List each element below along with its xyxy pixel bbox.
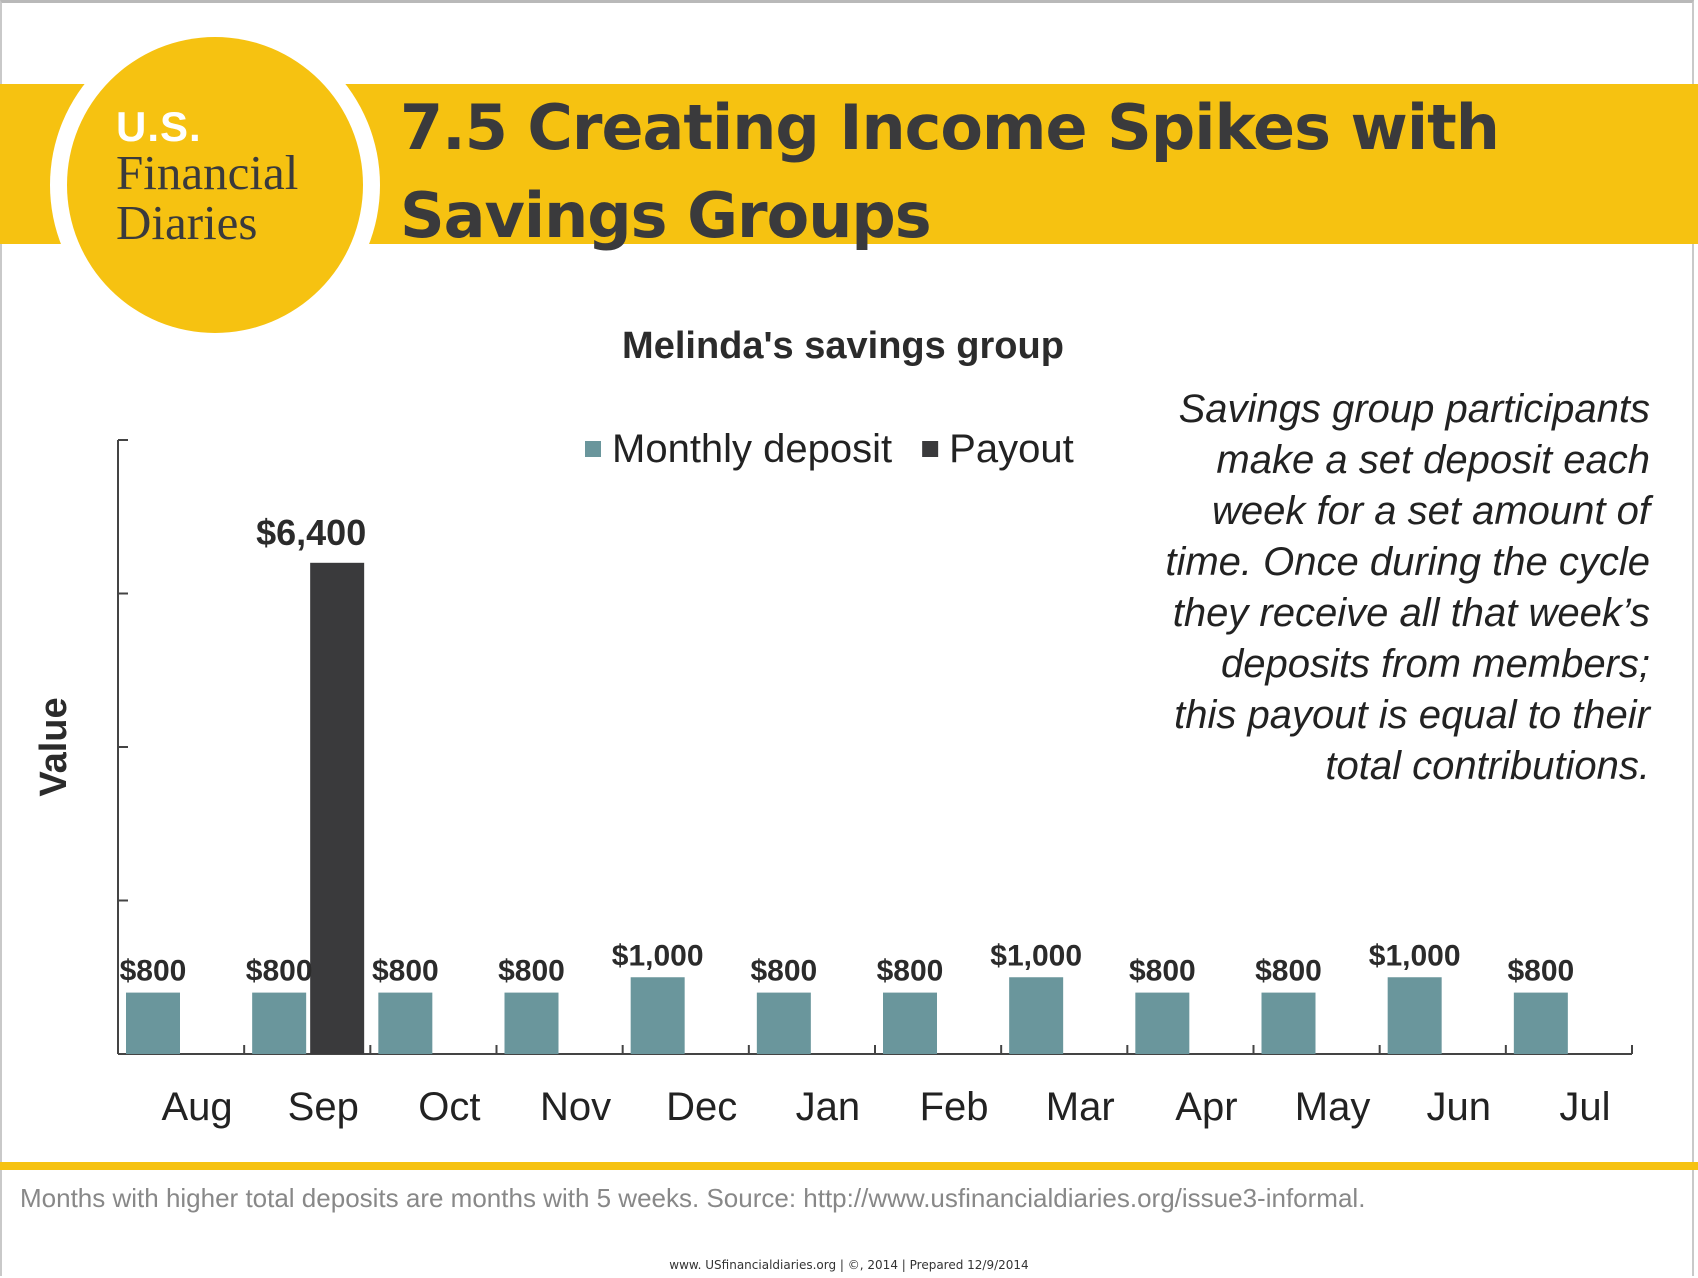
- deposit-bar-feb: [883, 992, 937, 1054]
- x-tick-label-aug: Aug: [161, 1085, 232, 1129]
- deposit-label-mar: $1,000: [990, 939, 1082, 972]
- deposit-bar-oct: [378, 992, 433, 1054]
- logo-name-text: Financial Diaries: [116, 145, 299, 250]
- footer: www. USfinancialdiaries.org | ©, 2014 | …: [669, 1258, 1029, 1272]
- deposit-label-jul: $800: [1507, 955, 1574, 988]
- deposit-bar-mar: [1009, 977, 1064, 1054]
- deposit-bar-apr: [1135, 992, 1190, 1054]
- deposit-label-oct: $800: [372, 955, 439, 988]
- footnote: Months with higher total deposits are mo…: [20, 1183, 1366, 1213]
- deposit-label-apr: $800: [1129, 955, 1196, 988]
- deposit-bar-jul: [1513, 992, 1568, 1054]
- deposit-label-jan: $800: [750, 955, 817, 988]
- logo: [67, 37, 363, 333]
- x-tick-label-jun: Jun: [1427, 1085, 1492, 1129]
- side-note: Savings group participants make a set de…: [1165, 387, 1650, 788]
- deposit-bar-aug: [126, 992, 180, 1054]
- deposit-label-nov: $800: [498, 955, 565, 988]
- axes: [117, 439, 1633, 1055]
- deposit-label-dec: $1,000: [612, 939, 704, 972]
- x-tick-labels: Aug Sep Oct Nov Dec Jan Feb Mar Apr May Jun Jul: [161, 1085, 1610, 1129]
- deposit-label-sep: $800: [246, 955, 313, 988]
- logo-us-text: U.S.: [116, 103, 202, 150]
- x-tick-label-may: May: [1295, 1085, 1371, 1129]
- legend-label-payout: Payout: [949, 427, 1074, 471]
- legend-swatch-deposit: [585, 441, 601, 457]
- legend-swatch-payout: [922, 441, 939, 457]
- x-tick-label-jan: Jan: [796, 1085, 861, 1129]
- chart-title: Melinda's savings group: [622, 325, 1064, 367]
- x-tick-label-oct: Oct: [418, 1085, 480, 1129]
- x-tick-label-jul: Jul: [1559, 1085, 1610, 1129]
- deposit-label-may: $800: [1255, 955, 1322, 988]
- deposit-bar-sep: [252, 992, 307, 1054]
- bars: [126, 562, 1568, 1054]
- data-labels: $800 $800 $6,400 $800 $800 $1,000 $800 $800 $1,0…: [120, 512, 1575, 988]
- deposit-bar-jun: [1387, 977, 1442, 1054]
- x-tick-label-nov: Nov: [540, 1085, 611, 1129]
- deposit-label-aug: $800: [120, 955, 187, 988]
- x-tick-label-sep: Sep: [288, 1085, 359, 1129]
- legend-label-deposit: Monthly deposit: [612, 427, 892, 471]
- payout-label-sep: $6,400: [256, 512, 366, 553]
- y-axis-label: Value: [33, 697, 75, 796]
- deposit-label-feb: $800: [877, 955, 944, 988]
- x-tick-label-feb: Feb: [920, 1085, 989, 1129]
- bottom-rule: [0, 1162, 1698, 1170]
- x-tick-label-mar: Mar: [1046, 1085, 1115, 1129]
- x-tick-label-dec: Dec: [666, 1085, 737, 1129]
- deposit-bar-may: [1261, 992, 1316, 1054]
- deposit-bar-nov: [504, 992, 559, 1054]
- deposit-label-jun: $1,000: [1369, 939, 1461, 972]
- x-tick-label-apr: Apr: [1175, 1085, 1237, 1129]
- bar-chart: Melinda's savings group Value Monthly de…: [33, 325, 1633, 1129]
- deposit-bar-dec: [630, 977, 685, 1054]
- page-title: 7.5 Creating Income Spikes with Savings …: [400, 91, 1500, 252]
- legend: Monthly deposit Payout: [585, 427, 1074, 471]
- payout-bar-sep: [310, 562, 365, 1054]
- deposit-bar-jan: [756, 992, 811, 1054]
